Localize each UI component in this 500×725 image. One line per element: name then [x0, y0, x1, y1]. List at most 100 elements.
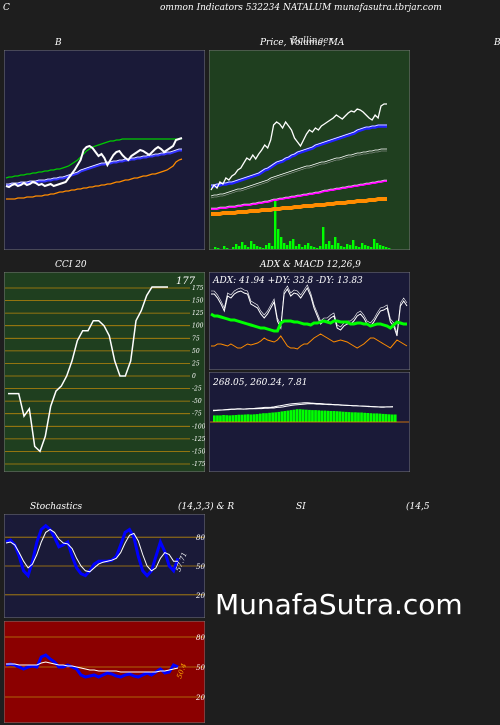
macd-histogram-bar — [292, 409, 296, 422]
macd-histogram-bar — [259, 413, 262, 422]
volume-bar — [334, 237, 337, 249]
header-left-mark: C — [3, 3, 10, 13]
cci-tick-label: 25 — [191, 360, 200, 367]
header-title: ommon Indicators 532234 NATALUM munafasu… — [160, 3, 442, 13]
price-overlay-title: Bollinger — [291, 36, 333, 46]
price-edge-title: B — [494, 38, 500, 48]
volume-bar — [223, 246, 226, 249]
volume-bar — [316, 248, 319, 249]
macd-histogram-bar — [249, 414, 253, 422]
ma-white-2 — [210, 150, 387, 199]
volume-bar — [259, 247, 262, 249]
stoch-d-line — [5, 528, 178, 573]
adx-plus-di-2 — [211, 284, 408, 334]
volume-bar — [235, 244, 238, 249]
adx-minus-di — [211, 333, 408, 350]
macd-histogram-bar — [314, 410, 317, 422]
cci-tick-label: 75 — [192, 335, 200, 342]
macd-histogram-bar — [286, 410, 290, 422]
macd-histogram-bar — [213, 415, 216, 422]
volume-bar — [331, 245, 334, 249]
macd-histogram-bar — [375, 413, 379, 422]
volume-bar — [313, 247, 316, 249]
cci-tick-label: 100 — [192, 323, 204, 330]
volume-bar — [262, 248, 265, 249]
macd-histogram-bar — [268, 412, 271, 422]
price-panel — [209, 50, 410, 250]
adx-plus-di — [211, 286, 408, 337]
ma-orange — [211, 197, 387, 216]
adx-panel: ADX: 41.94 +DY: 33.8 -DY: 13.83 — [209, 272, 410, 370]
cci-tick-label: 175 — [192, 285, 204, 292]
volume-bar — [298, 244, 301, 249]
stoch-tick-label: 80 — [196, 534, 205, 542]
volume-bar — [307, 243, 310, 249]
volume-bar — [280, 237, 283, 249]
stoch-title-right: (14,5 — [406, 502, 430, 512]
volume-bar — [373, 239, 376, 249]
bollinger-title: B — [55, 38, 62, 48]
volume-bar — [250, 241, 253, 249]
macd-histogram-bar — [369, 413, 373, 422]
volume-bar — [310, 246, 313, 249]
volume-bar — [370, 247, 373, 249]
bollinger-panel — [4, 50, 205, 250]
macd-histogram-bar — [344, 411, 348, 422]
volume-bar — [325, 244, 328, 249]
volume-bar — [292, 239, 295, 249]
macd-histogram-bar — [326, 410, 330, 422]
macd-histogram-bar — [252, 414, 256, 422]
cci-tick-label: -175 — [192, 461, 205, 468]
macd-histogram-bar — [363, 412, 366, 422]
volume-bar — [382, 246, 385, 249]
adx-line — [210, 312, 407, 333]
macd-histogram-bar — [320, 410, 323, 422]
volume-bar — [340, 246, 343, 249]
cci-tick-label: 50 — [192, 348, 200, 355]
volume-bar — [214, 247, 217, 249]
volume-bar — [349, 245, 352, 249]
bollinger-close — [5, 137, 183, 189]
volume-bar — [274, 199, 277, 249]
macd-histogram-bar — [332, 411, 336, 422]
adx-title: ADX & MACD 12,26,9 — [260, 260, 361, 270]
macd-histogram-bar — [366, 413, 369, 422]
volume-bar — [304, 245, 307, 249]
cci-tick-label: -50 — [192, 398, 202, 405]
cci-title: CCI 20 — [55, 260, 87, 270]
macd-histogram-bar — [393, 414, 397, 422]
macd-histogram-bar — [311, 410, 314, 422]
macd-histogram-bar — [347, 412, 351, 422]
volume-bar — [367, 246, 370, 249]
volume-bar — [319, 246, 322, 249]
cci-tick-label: 0 — [192, 373, 196, 380]
macd-histogram-bar — [240, 414, 244, 422]
volume-bar — [346, 244, 349, 249]
macd-histogram-bar — [222, 415, 225, 422]
macd-histogram-bar — [298, 409, 302, 422]
macd-histogram-bar — [277, 411, 281, 422]
cci-line — [8, 286, 168, 453]
volume-bar — [364, 245, 367, 249]
rsi-blue-line — [5, 653, 179, 679]
rsi-white-line — [6, 661, 179, 673]
macd-histogram-bar — [280, 411, 284, 422]
macd-histogram-bar — [351, 412, 354, 422]
stoch-tick-label: 20 — [195, 592, 205, 600]
macd-histogram-bar — [378, 413, 382, 422]
volume-bar — [268, 243, 271, 249]
macd-histogram-bar — [289, 410, 293, 422]
macd-histogram-bar — [387, 414, 391, 422]
macd-histogram-bar — [357, 412, 360, 422]
macd-panel: 268.05, 260.24, 7.81 — [209, 372, 410, 472]
volume-bar — [289, 241, 292, 249]
ma-blue — [211, 124, 387, 188]
macd-histogram-bar — [360, 412, 363, 422]
volume-bar — [226, 248, 229, 249]
macd-line — [212, 402, 394, 412]
volume-bar — [328, 241, 331, 249]
volume-bar — [301, 247, 304, 249]
ma-blue-white — [211, 124, 387, 186]
macd-histogram-bar — [237, 414, 241, 422]
